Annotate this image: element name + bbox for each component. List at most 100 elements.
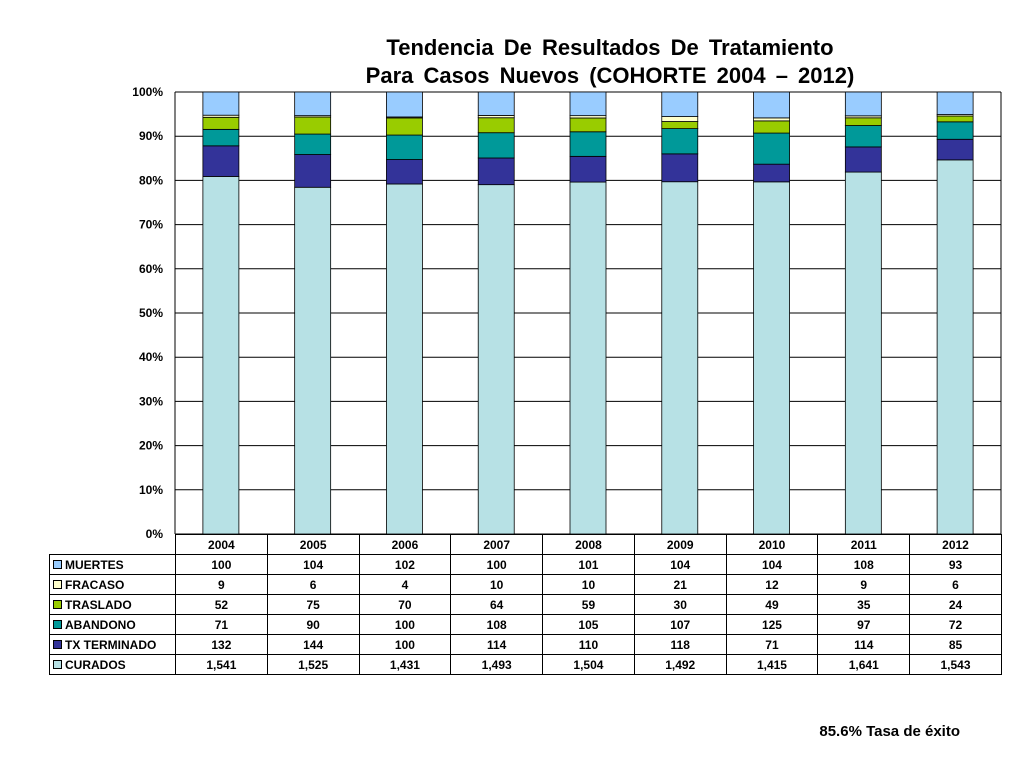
bar-segment-abandono-2010 bbox=[753, 132, 790, 165]
data-label: 102 bbox=[358, 554, 452, 575]
legend-entry: CURADOS bbox=[49, 654, 176, 675]
bar-segment-tx-terminado-2011 bbox=[844, 146, 882, 173]
legend-swatch bbox=[53, 639, 62, 649]
chart-title-line-2: Para Casos Nuevos (COHORTE 2004 – 2012) bbox=[365, 63, 855, 88]
y-tick-label: 100% bbox=[132, 85, 163, 99]
category-label: 2008 bbox=[542, 534, 635, 555]
legend-entry: MUERTES bbox=[49, 554, 176, 575]
bar-segment-traslado-2009 bbox=[661, 121, 699, 129]
bar-segment-traslado-2005 bbox=[294, 116, 332, 135]
legend-entry: TRASLADO bbox=[49, 594, 176, 615]
bar-segment-traslado-2012 bbox=[936, 115, 974, 123]
data-label: 10 bbox=[542, 574, 635, 595]
bar-segment-tx-terminado-2008 bbox=[569, 155, 607, 183]
bar-segment-muertes-2004 bbox=[202, 91, 240, 116]
data-label: 100 bbox=[175, 554, 268, 575]
data-label: 104 bbox=[725, 554, 819, 575]
data-label: 114 bbox=[450, 634, 544, 655]
success-rate-note: 85.6% Tasa de éxito bbox=[819, 723, 960, 740]
bar-segment-muertes-2007 bbox=[477, 91, 515, 116]
data-label: 93 bbox=[909, 554, 1002, 575]
data-label: 1,543 bbox=[909, 654, 1002, 675]
category-label: 2010 bbox=[725, 534, 819, 555]
data-label: 4 bbox=[358, 574, 452, 595]
bar-segment-abandono-2006 bbox=[386, 134, 423, 160]
table-row: FRACASO 9 6 4 10 10 21 12 9 6 bbox=[49, 574, 1002, 595]
data-label: 1,541 bbox=[175, 654, 268, 675]
series-name: CURADOS bbox=[65, 657, 126, 672]
y-tick-label: 20% bbox=[139, 439, 163, 453]
data-label: 30 bbox=[633, 594, 727, 615]
bar-segment-curados-2012 bbox=[936, 159, 974, 535]
data-label: 59 bbox=[542, 594, 635, 615]
bar-segment-muertes-2005 bbox=[294, 91, 332, 117]
data-label: 104 bbox=[266, 554, 360, 575]
bar-segment-curados-2004 bbox=[202, 176, 240, 535]
data-label: 1,525 bbox=[266, 654, 360, 675]
category-label: 2009 bbox=[633, 534, 727, 555]
data-label: 1,493 bbox=[450, 654, 544, 675]
data-label: 125 bbox=[725, 614, 819, 635]
data-label: 52 bbox=[175, 594, 268, 615]
bar-segment-abandono-2012 bbox=[936, 121, 974, 140]
data-label: 71 bbox=[175, 614, 268, 635]
legend-swatch bbox=[53, 579, 62, 589]
bar-segment-abandono-2007 bbox=[477, 132, 515, 159]
data-label: 35 bbox=[817, 594, 911, 615]
bar-segment-abandono-2005 bbox=[294, 133, 332, 155]
table-row: MUERTES 100 104 102 100 101 104 104 108 93 bbox=[49, 554, 1002, 575]
data-label: 75 bbox=[266, 594, 360, 615]
legend-entry: FRACASO bbox=[49, 574, 176, 595]
chart-title-line-1: Tendencia De Resultados De Tratamiento bbox=[386, 35, 834, 60]
y-tick-label: 50% bbox=[139, 306, 163, 320]
data-label: 108 bbox=[450, 614, 544, 635]
y-tick-label: 60% bbox=[139, 262, 163, 276]
data-label: 97 bbox=[817, 614, 911, 635]
data-label: 105 bbox=[542, 614, 635, 635]
chart-title: Tendencia De Resultados De Tratamiento P… bbox=[220, 34, 1000, 90]
bar-segment-fracaso-2009 bbox=[661, 116, 699, 122]
bar-segment-muertes-2011 bbox=[844, 91, 882, 117]
bar-segment-curados-2009 bbox=[661, 181, 699, 535]
data-label: 132 bbox=[175, 634, 268, 655]
data-label: 9 bbox=[175, 574, 268, 595]
data-label: 100 bbox=[358, 614, 452, 635]
data-label: 144 bbox=[266, 634, 360, 655]
bar-segment-abandono-2011 bbox=[844, 125, 882, 148]
bar-segment-abandono-2008 bbox=[569, 131, 607, 157]
data-label: 1,504 bbox=[542, 654, 635, 675]
data-label: 9 bbox=[817, 574, 911, 595]
data-label: 108 bbox=[817, 554, 911, 575]
legend-swatch bbox=[53, 559, 62, 569]
data-label: 90 bbox=[266, 614, 360, 635]
category-label: 2007 bbox=[450, 534, 544, 555]
bar-segment-curados-2011 bbox=[844, 171, 882, 535]
bar-segment-fracaso-2010 bbox=[753, 117, 790, 122]
table-row: TX TERMINADO 132 144 100 114 110 118 71 114 85 bbox=[49, 634, 1002, 655]
table-row: CURADOS 1,541 1,525 1,431 1,493 1,504 1,492 1,4… bbox=[49, 654, 1002, 675]
bar-segment-muertes-2006 bbox=[386, 91, 423, 118]
bar-segment-tx-terminado-2004 bbox=[202, 145, 240, 177]
y-tick-label: 80% bbox=[139, 173, 163, 187]
data-label: 85 bbox=[909, 634, 1002, 655]
bar-segment-curados-2006 bbox=[386, 183, 423, 535]
bar-segment-curados-2010 bbox=[753, 181, 790, 535]
legend-entry: ABANDONO bbox=[49, 614, 176, 635]
bar-segment-tx-terminado-2007 bbox=[477, 157, 515, 186]
category-label: 2004 bbox=[175, 534, 268, 555]
y-tick-label: 30% bbox=[139, 394, 163, 408]
data-label: 100 bbox=[450, 554, 544, 575]
y-tick-label: 10% bbox=[139, 483, 163, 497]
bar-segment-tx-terminado-2006 bbox=[386, 159, 423, 185]
data-label: 49 bbox=[725, 594, 819, 615]
bar-segment-curados-2007 bbox=[477, 184, 515, 535]
legend-swatch bbox=[53, 659, 62, 669]
data-label: 10 bbox=[450, 574, 544, 595]
legend-swatch bbox=[53, 619, 62, 629]
data-label: 114 bbox=[817, 634, 911, 655]
data-label: 71 bbox=[725, 634, 819, 655]
bar-segment-traslado-2010 bbox=[753, 120, 790, 134]
data-label: 100 bbox=[358, 634, 452, 655]
bar-segment-curados-2005 bbox=[294, 186, 332, 535]
data-label: 101 bbox=[542, 554, 635, 575]
